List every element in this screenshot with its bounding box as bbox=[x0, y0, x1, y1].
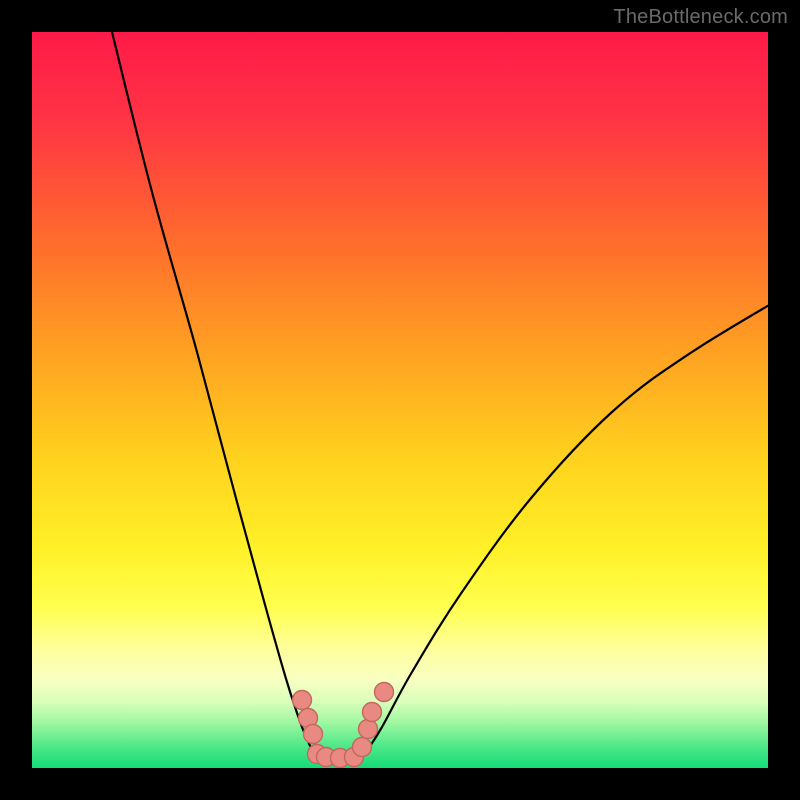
marker-point bbox=[363, 703, 382, 722]
curve-left bbox=[112, 32, 313, 752]
plot-area bbox=[32, 32, 768, 768]
marker-point bbox=[353, 738, 372, 757]
marker-point bbox=[304, 725, 323, 744]
marker-point bbox=[293, 691, 312, 710]
curves-layer bbox=[32, 32, 768, 768]
watermark-text: TheBottleneck.com bbox=[613, 6, 788, 29]
marker-point bbox=[359, 720, 378, 739]
marker-group bbox=[293, 683, 394, 768]
marker-point bbox=[375, 683, 394, 702]
curve-right bbox=[366, 287, 768, 752]
